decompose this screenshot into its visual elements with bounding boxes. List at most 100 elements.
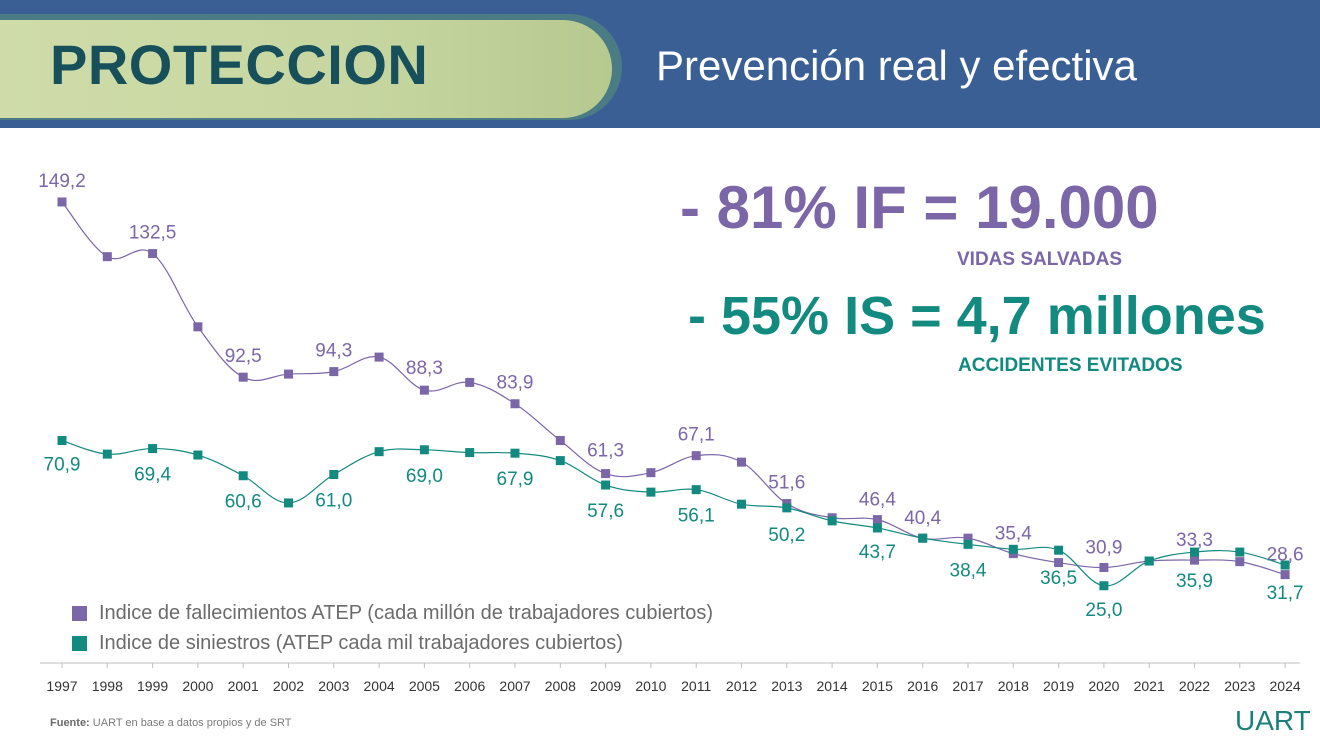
data-point-accidents xyxy=(737,499,746,509)
x-tick-label: 1999 xyxy=(137,678,168,694)
data-label-fatalities: 83,9 xyxy=(497,373,534,394)
data-label-accidents: 57,6 xyxy=(587,501,624,522)
data-label-accidents: 69,4 xyxy=(134,465,171,486)
data-label-fatalities: 28,6 xyxy=(1267,545,1304,566)
data-point-accidents xyxy=(827,516,837,526)
data-point-fatalities xyxy=(1054,558,1064,568)
data-label-accidents: 36,5 xyxy=(1040,568,1077,589)
x-tick-label: 2018 xyxy=(998,678,1029,694)
x-tick-label: 2005 xyxy=(409,678,440,694)
x-tick-label: 2001 xyxy=(228,678,259,694)
data-label-accidents: 69,0 xyxy=(406,466,443,487)
data-label-accidents: 35,9 xyxy=(1176,571,1213,592)
data-point-accidents xyxy=(1099,581,1109,591)
x-tick-label: 2015 xyxy=(862,678,893,694)
source-label: Fuente: xyxy=(50,717,90,729)
data-point-fatalities xyxy=(1190,555,1199,565)
data-label-accidents: 31,7 xyxy=(1267,583,1304,604)
legend-label-fatalities: Indice de fallecimientos ATEP (cada mill… xyxy=(99,602,714,624)
data-point-accidents xyxy=(918,533,928,543)
data-label-accidents: 38,4 xyxy=(950,560,987,581)
legend-item-fatalities: Indice de fallecimientos ATEP (cada mill… xyxy=(72,602,713,625)
data-point-fatalities xyxy=(963,533,973,543)
source-text: UART en base a datos propios y de SRT xyxy=(92,717,292,729)
x-tick-label: 2003 xyxy=(318,678,349,694)
line-chart: 1997 1998 1999 2000 2001 2002 2003 2004 2005 2006… xyxy=(38,171,1304,694)
accidents-headline: - 55% IS = 4,7 millones xyxy=(688,286,1266,346)
data-point-accidents xyxy=(148,444,158,454)
data-label-fatalities: 67,1 xyxy=(678,425,715,446)
data-label-fatalities: 92,5 xyxy=(225,346,262,367)
data-label-accidents: 25,0 xyxy=(1085,600,1122,621)
data-point-fatalities xyxy=(148,249,158,259)
legend-item-accidents: Indice de siniestros (ATEP cada mil trab… xyxy=(72,632,623,655)
data-point-fatalities xyxy=(646,468,656,478)
data-point-accidents xyxy=(465,448,475,458)
x-tick-label: 2019 xyxy=(1043,678,1074,694)
page-subtitle: Prevención real y efectiva xyxy=(656,42,1137,89)
x-tick-label: 2000 xyxy=(182,678,213,694)
data-label-fatalities: 51,6 xyxy=(768,473,805,494)
data-label-accidents: 43,7 xyxy=(859,542,896,563)
x-tick-label: 2006 xyxy=(454,678,485,694)
data-label-accidents: 56,1 xyxy=(678,506,715,527)
data-point-fatalities xyxy=(57,197,67,207)
data-point-accidents xyxy=(1054,545,1064,555)
data-label-fatalities: 46,4 xyxy=(859,490,896,511)
x-tick-label: 2023 xyxy=(1224,678,1255,694)
data-label-fatalities: 40,4 xyxy=(904,508,941,529)
data-point-accidents xyxy=(419,445,429,455)
data-point-accidents xyxy=(1008,544,1018,554)
data-label-fatalities: 33,3 xyxy=(1176,530,1213,551)
x-tick-label: 2008 xyxy=(545,678,576,694)
x-tick-label: 2009 xyxy=(590,678,621,694)
data-point-fatalities xyxy=(193,322,203,332)
data-point-fatalities xyxy=(102,252,112,262)
data-point-accidents xyxy=(102,449,112,459)
data-label-accidents: 50,2 xyxy=(768,525,805,546)
data-point-accidents xyxy=(963,539,973,549)
data-point-accidents xyxy=(782,503,792,513)
data-point-accidents xyxy=(238,471,248,481)
data-point-accidents xyxy=(193,450,203,460)
x-tick-label: 1998 xyxy=(92,678,123,694)
data-point-accidents xyxy=(555,456,565,466)
data-point-fatalities xyxy=(737,457,746,467)
x-tick-label: 2017 xyxy=(952,678,983,694)
data-point-accidents xyxy=(646,487,656,497)
data-label-fatalities: 61,3 xyxy=(587,441,624,462)
data-label-fatalities: 149,2 xyxy=(38,171,86,192)
data-point-fatalities xyxy=(284,369,293,379)
data-point-fatalities xyxy=(510,399,520,409)
title-pill-fill xyxy=(0,20,612,118)
data-point-accidents xyxy=(1280,560,1290,570)
data-point-fatalities xyxy=(1235,557,1245,567)
x-tick-label: 2021 xyxy=(1134,678,1165,694)
data-point-fatalities xyxy=(1099,563,1109,573)
data-label-accidents: 61,0 xyxy=(315,491,352,512)
data-label-fatalities: 132,5 xyxy=(129,223,177,244)
x-tick-label: 2014 xyxy=(817,678,848,694)
data-label-accidents: 60,6 xyxy=(225,492,262,513)
data-label-accidents: 70,9 xyxy=(44,455,81,476)
series-line-accidents xyxy=(61,439,1286,587)
accidents-subtitle: ACCIDENTES EVITADOS xyxy=(958,355,1183,376)
data-label-fatalities: 94,3 xyxy=(315,341,352,362)
data-point-accidents xyxy=(57,436,67,446)
x-tick-label: 2012 xyxy=(726,678,757,694)
data-point-accidents xyxy=(1190,547,1199,557)
data-point-accidents xyxy=(1235,547,1245,557)
data-point-accidents xyxy=(284,498,293,508)
fatalities-subtitle: VIDAS SALVADAS xyxy=(957,249,1123,270)
x-tick-label: 1997 xyxy=(46,678,77,694)
fatalities-headline: - 81% IF = 19.000 xyxy=(680,174,1159,241)
data-point-fatalities xyxy=(238,372,248,382)
page-title: PROTECCION xyxy=(50,33,429,96)
x-tick-label: 2016 xyxy=(907,678,938,694)
x-tick-label: 2010 xyxy=(635,678,666,694)
data-point-accidents xyxy=(1144,556,1154,566)
data-point-fatalities xyxy=(691,451,701,461)
legend-label-accidents: Indice de siniestros (ATEP cada mil trab… xyxy=(99,632,623,654)
data-point-accidents xyxy=(601,480,611,490)
data-point-accidents xyxy=(691,485,701,495)
